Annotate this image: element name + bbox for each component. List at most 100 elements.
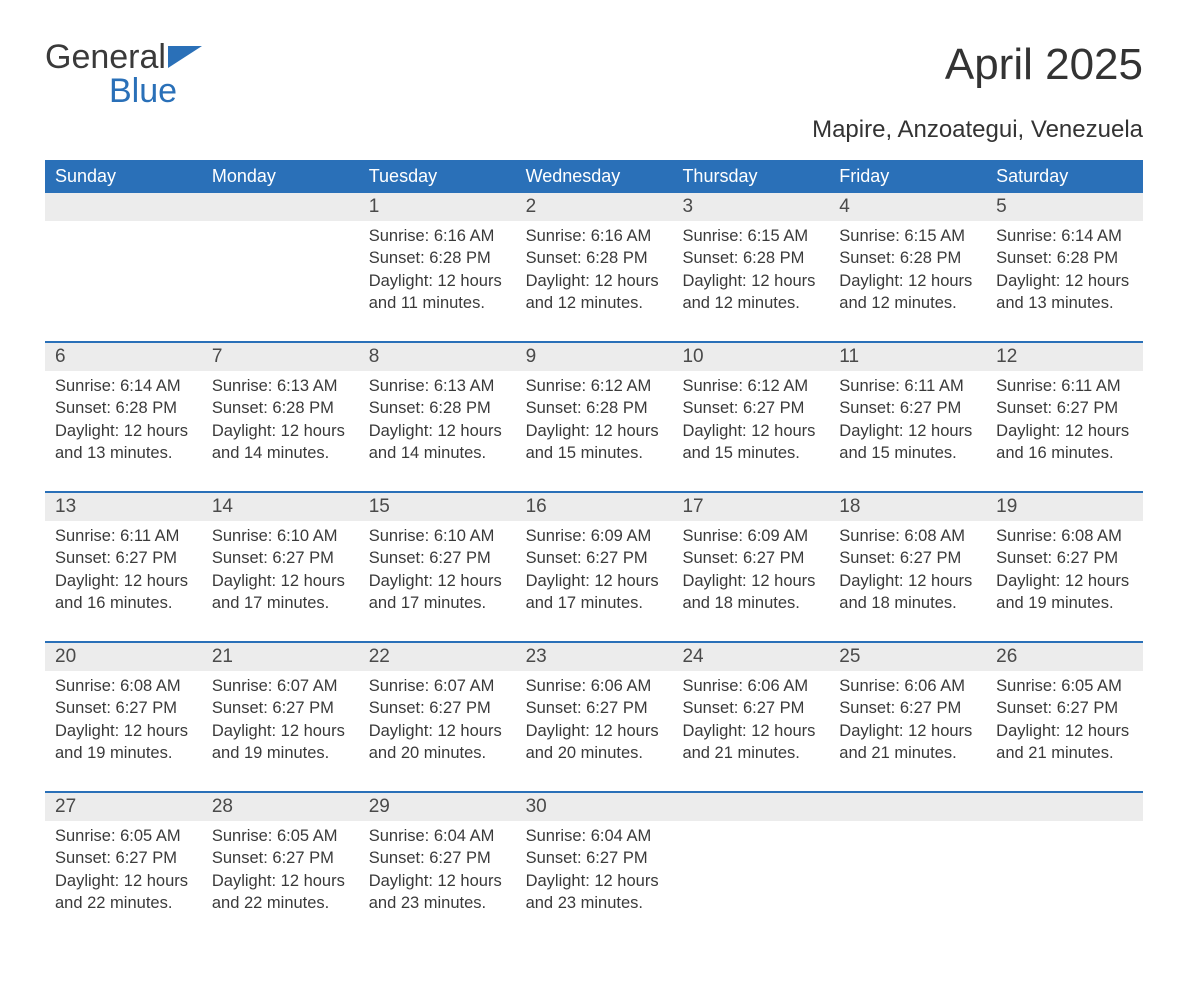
sunrise-line: Sunrise: 6:14 AM	[55, 375, 192, 397]
sunrise-line: Sunrise: 6:11 AM	[839, 375, 976, 397]
sunset-line: Sunset: 6:27 PM	[839, 397, 976, 419]
day-details: Sunrise: 6:07 AMSunset: 6:27 PMDaylight:…	[202, 671, 359, 764]
calendar-day-cell: 21Sunrise: 6:07 AMSunset: 6:27 PMDayligh…	[202, 643, 359, 791]
day-details: Sunrise: 6:16 AMSunset: 6:28 PMDaylight:…	[359, 221, 516, 314]
sunrise-line: Sunrise: 6:09 AM	[526, 525, 663, 547]
daylight-line: Daylight: 12 hours and 19 minutes.	[996, 570, 1133, 615]
day-number: 25	[829, 643, 986, 671]
calendar-day-cell: 3 Sunrise: 6:15 AMSunset: 6:28 PMDaylight…	[672, 193, 829, 341]
daylight-line: Daylight: 12 hours and 20 minutes.	[526, 720, 663, 765]
day-details: Sunrise: 6:06 AMSunset: 6:27 PMDaylight:…	[516, 671, 673, 764]
sunrise-line: Sunrise: 6:08 AM	[55, 675, 192, 697]
sunrise-line: Sunrise: 6:05 AM	[55, 825, 192, 847]
calendar-day-cell: 28Sunrise: 6:05 AMSunset: 6:27 PMDayligh…	[202, 793, 359, 941]
calendar-day-cell: 8Sunrise: 6:13 AMSunset: 6:28 PMDaylight…	[359, 343, 516, 491]
weekday-header-cell: Wednesday	[516, 160, 673, 193]
day-number: 30	[516, 793, 673, 821]
sunset-line: Sunset: 6:27 PM	[839, 547, 976, 569]
calendar-day-cell: 27 Sunrise: 6:05 AMSunset: 6:27 PMDayligh…	[45, 793, 202, 941]
day-details: Sunrise: 6:08 AMSunset: 6:27 PMDaylight:…	[986, 521, 1143, 614]
sunset-line: Sunset: 6:27 PM	[55, 847, 192, 869]
sunrise-line: Sunrise: 6:08 AM	[839, 525, 976, 547]
day-number: 18	[829, 493, 986, 521]
day-number: 27	[45, 793, 202, 821]
sunrise-line: Sunrise: 6:15 AM	[682, 225, 819, 247]
daylight-line: Daylight: 12 hours and 14 minutes.	[369, 420, 506, 465]
calendar-day-cell: 26Sunrise: 6:05 AMSunset: 6:27 PMDayligh…	[986, 643, 1143, 791]
calendar-day-cell: 17Sunrise: 6:09 AMSunset: 6:27 PMDayligh…	[672, 493, 829, 641]
sunset-line: Sunset: 6:27 PM	[682, 697, 819, 719]
day-details: Sunrise: 6:05 AMSunset: 6:27 PMDaylight:…	[986, 671, 1143, 764]
day-number: 11	[829, 343, 986, 371]
daylight-line: Daylight: 12 hours and 22 minutes.	[55, 870, 192, 915]
day-details: Sunrise: 6:15 AMSunset: 6:28 PMDaylight:…	[829, 221, 986, 314]
calendar-day-cell: 13Sunrise: 6:11 AMSunset: 6:27 PMDayligh…	[45, 493, 202, 641]
weekday-header-cell: Sunday	[45, 160, 202, 193]
day-number: 6	[45, 343, 202, 371]
calendar-day-cell	[202, 193, 359, 341]
day-number: 17	[672, 493, 829, 521]
day-number: 12	[986, 343, 1143, 371]
daylight-line: Daylight: 12 hours and 19 minutes.	[212, 720, 349, 765]
calendar-day-cell: 24Sunrise: 6:06 AMSunset: 6:27 PMDayligh…	[672, 643, 829, 791]
day-details: Sunrise: 6:08 AMSunset: 6:27 PMDaylight:…	[829, 521, 986, 614]
sunrise-line: Sunrise: 6:10 AM	[212, 525, 349, 547]
daylight-line: Daylight: 12 hours and 15 minutes.	[526, 420, 663, 465]
sunset-line: Sunset: 6:27 PM	[996, 547, 1133, 569]
calendar-day-cell: 14Sunrise: 6:10 AMSunset: 6:27 PMDayligh…	[202, 493, 359, 641]
day-details: Sunrise: 6:14 AMSunset: 6:28 PMDaylight:…	[45, 371, 202, 464]
daylight-line: Daylight: 12 hours and 11 minutes.	[369, 270, 506, 315]
calendar-weekday-header: SundayMondayTuesdayWednesdayThursdayFrid…	[45, 160, 1143, 193]
calendar-week-row: 1Sunrise: 6:16 AMSunset: 6:28 PMDaylight…	[45, 193, 1143, 341]
sunset-line: Sunset: 6:27 PM	[369, 697, 506, 719]
location-subtitle: Mapire, Anzoategui, Venezuela	[45, 116, 1143, 144]
brand-line-1: General	[45, 40, 202, 74]
daylight-line: Daylight: 12 hours and 12 minutes.	[526, 270, 663, 315]
sunset-line: Sunset: 6:27 PM	[996, 397, 1133, 419]
day-number: 29	[359, 793, 516, 821]
sunrise-line: Sunrise: 6:13 AM	[212, 375, 349, 397]
brand-logo: General Blue	[45, 40, 202, 108]
daylight-line: Daylight: 12 hours and 17 minutes.	[526, 570, 663, 615]
daylight-line: Daylight: 12 hours and 21 minutes.	[839, 720, 976, 765]
day-details: Sunrise: 6:09 AMSunset: 6:27 PMDaylight:…	[516, 521, 673, 614]
sunrise-line: Sunrise: 6:11 AM	[996, 375, 1133, 397]
calendar-day-cell: 19Sunrise: 6:08 AMSunset: 6:27 PMDayligh…	[986, 493, 1143, 641]
daylight-line: Daylight: 12 hours and 19 minutes.	[55, 720, 192, 765]
calendar-day-cell: 18Sunrise: 6:08 AMSunset: 6:27 PMDayligh…	[829, 493, 986, 641]
daylight-line: Daylight: 12 hours and 15 minutes.	[839, 420, 976, 465]
calendar-day-cell: 1Sunrise: 6:16 AMSunset: 6:28 PMDaylight…	[359, 193, 516, 341]
weekday-header-cell: Thursday	[672, 160, 829, 193]
day-number: 21	[202, 643, 359, 671]
sunrise-line: Sunrise: 6:07 AM	[369, 675, 506, 697]
sunset-line: Sunset: 6:27 PM	[526, 847, 663, 869]
day-details: Sunrise: 6:08 AMSunset: 6:27 PMDaylight:…	[45, 671, 202, 764]
calendar-day-cell: 9Sunrise: 6:12 AMSunset: 6:28 PMDaylight…	[516, 343, 673, 491]
calendar-day-cell: 20Sunrise: 6:08 AMSunset: 6:27 PMDayligh…	[45, 643, 202, 791]
day-number: 22	[359, 643, 516, 671]
calendar-week-row: 6Sunrise: 6:14 AMSunset: 6:28 PMDaylight…	[45, 341, 1143, 491]
sunset-line: Sunset: 6:28 PM	[55, 397, 192, 419]
sunrise-line: Sunrise: 6:14 AM	[996, 225, 1133, 247]
calendar-day-cell: 2Sunrise: 6:16 AMSunset: 6:28 PMDaylight…	[516, 193, 673, 341]
day-details: Sunrise: 6:12 AMSunset: 6:28 PMDaylight:…	[516, 371, 673, 464]
day-details: Sunrise: 6:11 AMSunset: 6:27 PMDaylight:…	[45, 521, 202, 614]
day-number: 9	[516, 343, 673, 371]
calendar-day-cell: 7Sunrise: 6:13 AMSunset: 6:28 PMDaylight…	[202, 343, 359, 491]
sunset-line: Sunset: 6:28 PM	[682, 247, 819, 269]
day-details: Sunrise: 6:10 AMSunset: 6:27 PMDaylight:…	[359, 521, 516, 614]
sunrise-line: Sunrise: 6:12 AM	[682, 375, 819, 397]
day-details: Sunrise: 6:09 AMSunset: 6:27 PMDaylight:…	[672, 521, 829, 614]
day-number: 26	[986, 643, 1143, 671]
day-number	[672, 793, 829, 821]
page-title: April 2025	[945, 40, 1143, 90]
day-number: 3	[672, 193, 829, 221]
day-number: 23	[516, 643, 673, 671]
day-number: 14	[202, 493, 359, 521]
day-number: 13	[45, 493, 202, 521]
daylight-line: Daylight: 12 hours and 16 minutes.	[996, 420, 1133, 465]
calendar-week-row: 27Sunrise: 6:05 AMSunset: 6:27 PMDayligh…	[45, 791, 1143, 941]
sunrise-line: Sunrise: 6:05 AM	[212, 825, 349, 847]
calendar: SundayMondayTuesdayWednesdayThursdayFrid…	[45, 160, 1143, 941]
daylight-line: Daylight: 12 hours and 12 minutes.	[682, 270, 819, 315]
